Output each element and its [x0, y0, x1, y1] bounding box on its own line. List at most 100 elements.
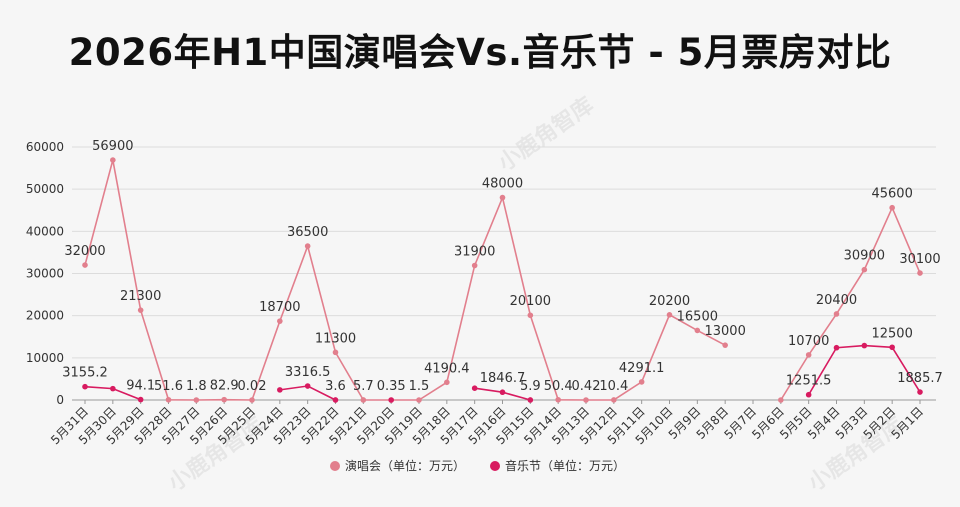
data-point	[833, 344, 840, 351]
data-point	[304, 243, 311, 249]
y-tick-label: 10000	[26, 351, 64, 365]
data-point	[499, 389, 506, 396]
data-label: 3316.5	[285, 365, 331, 380]
data-point	[527, 397, 534, 403]
data-labels: 32000 56900 21300 51.6 1.8 82.90.02 18700 36500…	[62, 139, 943, 394]
y-tick-label: 50000	[26, 182, 64, 196]
data-point	[277, 318, 283, 324]
data-label: 20400	[816, 293, 857, 308]
data-point	[82, 383, 88, 390]
data-point	[917, 270, 923, 276]
data-label: 10.4	[599, 379, 628, 394]
data-label: 51.6	[154, 379, 183, 394]
data-point	[249, 397, 255, 403]
data-point	[360, 397, 367, 403]
y-tick-label: 40000	[26, 224, 64, 238]
series-line	[84, 159, 726, 401]
chart-title: 2026年H1中国演唱会Vs.音乐节 - 5月票房对比	[68, 31, 892, 74]
data-point	[110, 157, 116, 163]
data-label: 45600	[871, 187, 912, 202]
data-label: 0.42	[572, 379, 601, 394]
data-label: 4190.4	[424, 361, 470, 376]
data-point	[110, 385, 116, 392]
data-point	[277, 387, 283, 393]
data-label: 50.4	[544, 379, 573, 394]
y-tick-label: 0	[56, 393, 64, 407]
data-point	[805, 391, 812, 398]
data-point	[861, 342, 868, 349]
data-label: 10700	[788, 334, 829, 349]
data-point	[332, 397, 339, 403]
data-label: 0.35	[377, 379, 406, 394]
grid-lines	[72, 146, 936, 401]
data-label: 20100	[510, 294, 551, 309]
data-label: 1.8	[186, 379, 207, 394]
legend: 演唱会（单位：万元） 音乐节（单位：万元）	[330, 458, 625, 473]
x-axis: 5月31日5月30日5月29日5月28日5月27日5月26日5月25日5月24日…	[48, 400, 926, 447]
y-tick-label: 60000	[26, 140, 64, 154]
data-point	[833, 311, 840, 317]
data-point	[861, 266, 868, 273]
data-point	[889, 344, 895, 351]
y-axis: 0 10000 20000 30000 40000 50000 60000	[26, 140, 64, 407]
data-label: 13000	[704, 324, 745, 339]
data-point	[165, 396, 172, 403]
data-label: 1885.7	[897, 371, 943, 386]
data-point	[137, 307, 144, 313]
data-point	[332, 349, 339, 356]
data-label: 36500	[287, 225, 328, 240]
data-label: 11300	[315, 331, 356, 346]
data-point	[388, 397, 394, 403]
data-point	[471, 385, 478, 391]
data-point	[471, 262, 478, 269]
watermark-text: 小鹿角智库	[493, 92, 598, 176]
data-label: 56900	[92, 139, 133, 154]
legend-label: 音乐节（单位：万元）	[505, 458, 625, 473]
data-label: 94.1	[126, 379, 155, 394]
data-point	[555, 396, 561, 403]
data-label: 3155.2	[62, 366, 108, 381]
data-label: 32000	[64, 244, 105, 259]
data-label: 5.9	[520, 379, 541, 394]
data-label: 1251.5	[786, 374, 832, 389]
data-point	[666, 312, 673, 318]
data-point	[221, 396, 227, 403]
legend-marker	[330, 461, 340, 471]
data-point	[527, 312, 534, 319]
legend-marker	[490, 461, 500, 471]
data-point	[82, 262, 88, 268]
y-tick-label: 20000	[26, 309, 64, 323]
data-point	[889, 204, 895, 211]
data-label: 0.02	[238, 379, 267, 394]
data-label: 30900	[844, 249, 885, 264]
data-label: 1846.7	[480, 371, 526, 386]
data-label: 48000	[482, 177, 523, 192]
data-label: 18700	[259, 300, 300, 315]
data-point	[694, 327, 701, 334]
data-label: 82.9	[210, 379, 239, 394]
data-point	[137, 396, 144, 403]
data-label: 30100	[899, 252, 940, 267]
data-point	[304, 383, 311, 389]
data-label: 1.5	[409, 379, 430, 394]
series-line	[780, 205, 921, 401]
data-label: 31900	[454, 244, 495, 259]
data-label: 20200	[649, 294, 690, 309]
legend-label: 演唱会（单位：万元）	[345, 458, 465, 473]
data-label: 21300	[120, 289, 161, 304]
data-point	[638, 379, 645, 385]
data-label: 5.7	[353, 379, 374, 394]
data-point	[917, 389, 923, 395]
y-tick-label: 30000	[26, 267, 64, 281]
data-label: 3.6	[325, 379, 346, 394]
data-point	[805, 352, 812, 358]
data-point	[193, 397, 200, 403]
series-layer	[82, 157, 923, 403]
data-label: 12500	[871, 326, 912, 341]
data-label: 4291.1	[619, 361, 665, 376]
data-point	[611, 397, 617, 403]
data-point	[778, 397, 784, 403]
data-point	[416, 397, 422, 403]
data-point	[499, 194, 506, 201]
